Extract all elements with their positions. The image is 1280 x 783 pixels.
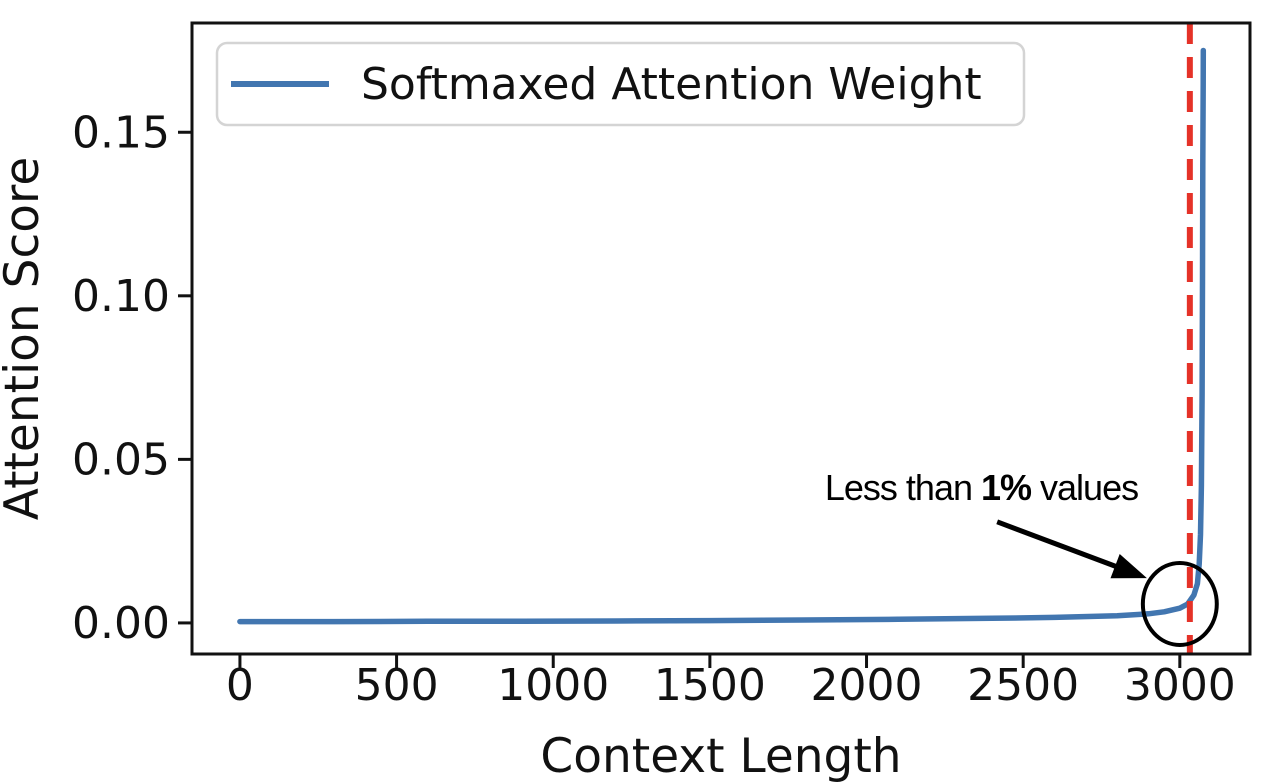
x-tick-label: 2500 <box>967 660 1079 711</box>
y-tick-label: 0.00 <box>72 598 170 649</box>
annotation-arrow-head <box>1110 554 1147 579</box>
x-tick-label: 3000 <box>1124 660 1236 711</box>
x-tick-label: 500 <box>355 660 439 711</box>
legend-box <box>215 41 1026 127</box>
annotation-text: Less than 1% values <box>825 467 1138 508</box>
attention-weight-line <box>237 47 1207 625</box>
x-axis-label: Context Length <box>540 729 901 783</box>
y-axis-label: Attention Score <box>0 157 50 521</box>
x-tick-label: 2000 <box>811 660 923 711</box>
x-tick-label: 0 <box>226 660 254 711</box>
x-tick-label: 1000 <box>497 660 609 711</box>
annotation-text-suffix: values <box>1031 467 1138 508</box>
legend-entry-label: Softmaxed Attention Weight <box>361 59 982 110</box>
y-tick-label: 0.10 <box>72 271 170 322</box>
x-tick-label: 1500 <box>654 660 766 711</box>
annotation-arrow-shaft <box>996 519 1122 571</box>
annotation-text-prefix: Less than <box>825 467 981 508</box>
plot-border <box>190 21 1252 656</box>
y-tick-label: 0.15 <box>72 107 170 158</box>
highlight-circle <box>1140 560 1219 647</box>
y-tick-label: 0.05 <box>72 434 170 485</box>
annotation-text-bold: 1% <box>981 467 1032 508</box>
